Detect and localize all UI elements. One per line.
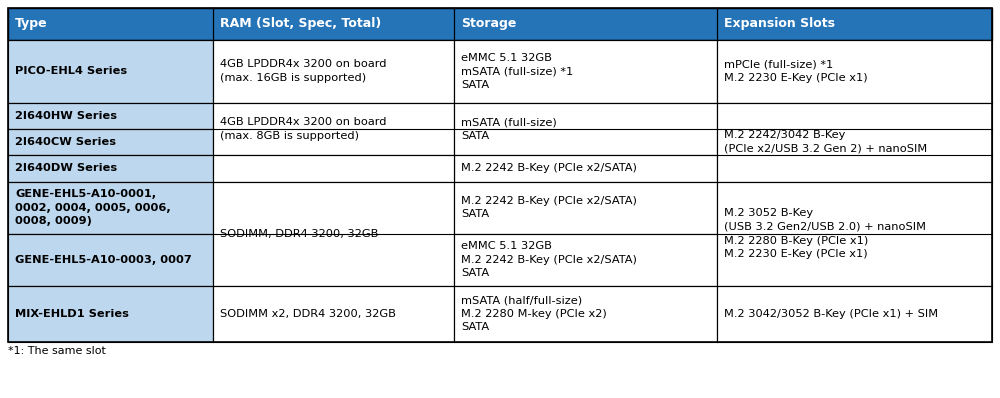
- Bar: [8, 155, 213, 181]
- Text: PICO-EHL4 Series: PICO-EHL4 Series: [15, 66, 127, 76]
- Bar: [454, 286, 717, 342]
- Bar: [454, 181, 717, 234]
- Text: eMMC 5.1 32GB
M.2 2242 B-Key (PCIe x2/SATA)
SATA: eMMC 5.1 32GB M.2 2242 B-Key (PCIe x2/SA…: [461, 241, 637, 279]
- Bar: [213, 8, 454, 40]
- Bar: [454, 40, 717, 103]
- Bar: [213, 103, 454, 155]
- Bar: [454, 8, 717, 40]
- Bar: [717, 181, 992, 286]
- Text: 4GB LPDDR4x 3200 on board
(max. 8GB is supported): 4GB LPDDR4x 3200 on board (max. 8GB is s…: [220, 117, 386, 141]
- Bar: [8, 8, 992, 40]
- Text: Storage: Storage: [461, 18, 516, 30]
- Text: SODIMM x2, DDR4 3200, 32GB: SODIMM x2, DDR4 3200, 32GB: [220, 309, 396, 319]
- Text: SODIMM, DDR4 3200, 32GB: SODIMM, DDR4 3200, 32GB: [220, 229, 378, 239]
- Text: MIX-EHLD1 Series: MIX-EHLD1 Series: [15, 309, 129, 319]
- Bar: [717, 286, 992, 342]
- Text: mSATA (half/full-size)
M.2 2280 M-key (PCIe x2)
SATA: mSATA (half/full-size) M.2 2280 M-key (P…: [461, 295, 607, 332]
- Text: *1: The same slot: *1: The same slot: [8, 346, 106, 356]
- Bar: [454, 234, 717, 286]
- Text: 2I640CW Series: 2I640CW Series: [15, 137, 116, 147]
- Bar: [8, 8, 213, 40]
- Bar: [8, 103, 213, 129]
- Bar: [454, 103, 717, 155]
- Text: GENE-EHL5-A10-0001,
0002, 0004, 0005, 0006,
0008, 0009): GENE-EHL5-A10-0001, 0002, 0004, 0005, 00…: [15, 189, 171, 226]
- Bar: [213, 155, 454, 181]
- Text: 4GB LPDDR4x 3200 on board
(max. 16GB is supported): 4GB LPDDR4x 3200 on board (max. 16GB is …: [220, 59, 386, 83]
- Text: GENE-EHL5-A10-0003, 0007: GENE-EHL5-A10-0003, 0007: [15, 255, 192, 265]
- Bar: [213, 286, 454, 342]
- Bar: [213, 40, 454, 103]
- Bar: [717, 8, 992, 40]
- Text: M.2 2242 B-Key (PCIe x2/SATA)
SATA: M.2 2242 B-Key (PCIe x2/SATA) SATA: [461, 196, 637, 219]
- Text: eMMC 5.1 32GB
mSATA (full-size) *1
SATA: eMMC 5.1 32GB mSATA (full-size) *1 SATA: [461, 53, 573, 90]
- Bar: [717, 103, 992, 181]
- Bar: [8, 286, 213, 342]
- Bar: [8, 181, 213, 234]
- Text: mPCIe (full-size) *1
M.2 2230 E-Key (PCIe x1): mPCIe (full-size) *1 M.2 2230 E-Key (PCI…: [724, 59, 868, 83]
- Bar: [8, 234, 213, 286]
- Text: M.2 3042/3052 B-Key (PCIe x1) + SIM: M.2 3042/3052 B-Key (PCIe x1) + SIM: [724, 309, 939, 319]
- Bar: [8, 40, 213, 103]
- Text: M.2 2242/3042 B-Key
(PCIe x2/USB 3.2 Gen 2) + nanoSIM: M.2 2242/3042 B-Key (PCIe x2/USB 3.2 Gen…: [724, 130, 928, 154]
- Bar: [8, 129, 213, 155]
- Text: M.2 3052 B-Key
(USB 3.2 Gen2/USB 2.0) + nanoSIM
M.2 2280 B-Key (PCIe x1)
M.2 223: M.2 3052 B-Key (USB 3.2 Gen2/USB 2.0) + …: [724, 208, 926, 259]
- Bar: [717, 40, 992, 103]
- Text: Expansion Slots: Expansion Slots: [724, 18, 835, 30]
- Text: Type: Type: [15, 18, 48, 30]
- Text: M.2 2242 B-Key (PCIe x2/SATA): M.2 2242 B-Key (PCIe x2/SATA): [461, 164, 637, 174]
- Text: 2I640HW Series: 2I640HW Series: [15, 111, 117, 121]
- Bar: [8, 8, 992, 342]
- Text: mSATA (full-size)
SATA: mSATA (full-size) SATA: [461, 117, 557, 141]
- Bar: [454, 155, 717, 181]
- Text: 2I640DW Series: 2I640DW Series: [15, 164, 117, 174]
- Text: RAM (Slot, Spec, Total): RAM (Slot, Spec, Total): [220, 18, 381, 30]
- Bar: [213, 181, 454, 286]
